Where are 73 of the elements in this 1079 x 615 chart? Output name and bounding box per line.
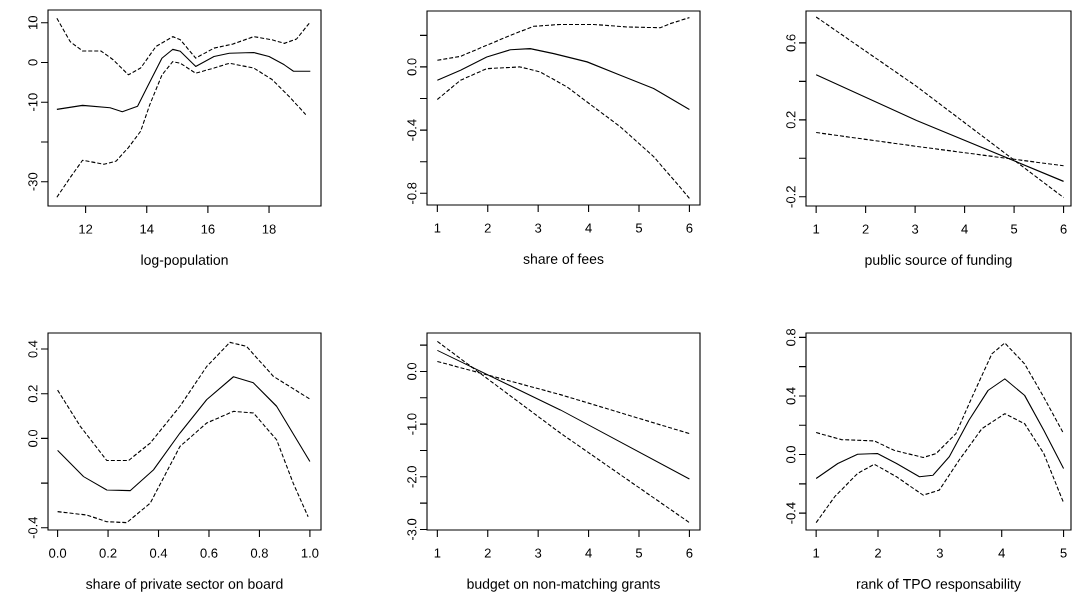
x-tick-label: 5 [1060,548,1067,558]
x-tick-label: 2 [484,223,491,233]
line-series [57,410,309,524]
y-tick-label: 0.2 [28,385,38,403]
y-tick-label: -0.4 [786,502,796,524]
x-tick-label: 0.2 [99,548,117,558]
x-tick-label: 5 [635,548,643,558]
line-series [56,17,311,76]
x-axis-title: public source of funding [865,254,1012,268]
x-tick-label: 1 [813,224,820,234]
x-tick-label: 1.0 [301,548,319,558]
x-tick-label: 0.4 [149,548,168,558]
x-tick-label: 0.8 [250,548,268,558]
x-tick-label: 16 [201,224,215,234]
y-tick-label: 0.0 [407,362,417,380]
line-series [815,413,1065,524]
line-series [436,66,690,199]
x-axis-title: rank of TPO responsability [856,578,1021,592]
x-tick-label: 4 [585,548,592,558]
x-tick-label: 6 [1060,224,1067,234]
x-tick-label: 1 [434,223,441,233]
y-tick-label: 0.4 [28,340,38,358]
y-tick-label: -1.0 [407,413,417,435]
x-tick-label: 5 [635,223,643,233]
x-tick-label: 14 [140,224,154,234]
y-tick-label: -0.4 [407,119,417,141]
x-tick-label: 12 [79,224,93,234]
line-series [56,61,307,198]
y-tick-label: 10 [28,15,38,29]
x-tick-label: 3 [936,548,943,558]
y-tick-label: -0.8 [407,182,417,204]
y-tick-label: 0.0 [28,429,38,447]
x-axis-title: share of private sector on board [86,578,283,592]
line-series [436,17,690,61]
line-series [57,341,311,462]
x-tick-label: 18 [262,224,276,234]
x-axis-title: log-population [141,254,228,268]
y-tick-label: 0.2 [786,111,796,129]
y-tick-label: 0.6 [786,34,796,52]
x-tick-label: 6 [686,548,693,558]
x-tick-label: 5 [1010,224,1018,234]
line-series [815,342,1065,459]
y-tick-label: -3.0 [407,518,417,541]
x-tick-label: 0.6 [200,548,218,558]
y-tick-label: 0 [28,59,38,66]
y-tick-label: 0.4 [786,387,796,405]
line-series [56,48,311,113]
x-tick-label: 6 [686,223,693,233]
x-tick-label: 4 [998,548,1005,558]
x-tick-label: 1 [434,548,441,558]
x-tick-label: 2 [862,224,869,234]
x-tick-label: 3 [535,548,542,558]
x-tick-label: 4 [961,224,968,234]
line-series [815,378,1065,479]
y-tick-label: -30 [28,172,38,191]
y-tick-label: -10 [28,93,38,112]
y-tick-label: 0.0 [407,58,417,76]
x-axis-title: budget on non-matching grants [467,578,660,592]
x-tick-label: 0.0 [49,548,67,558]
y-tick-label: -0.4 [28,516,38,539]
y-tick-label: -0.2 [786,186,796,208]
y-tick-label: 0.0 [786,446,796,464]
x-tick-label: 3 [912,224,919,234]
x-tick-label: 3 [535,223,542,233]
x-tick-label: 1 [813,548,820,558]
x-axis-title: share of fees [523,253,604,264]
line-series [436,48,690,110]
x-tick-label: 4 [585,223,592,233]
y-tick-label: 0.8 [786,328,796,346]
line-series [57,376,311,492]
x-tick-label: 2 [484,548,491,558]
y-tick-label: -2.0 [407,466,417,488]
x-tick-label: 2 [875,548,881,558]
